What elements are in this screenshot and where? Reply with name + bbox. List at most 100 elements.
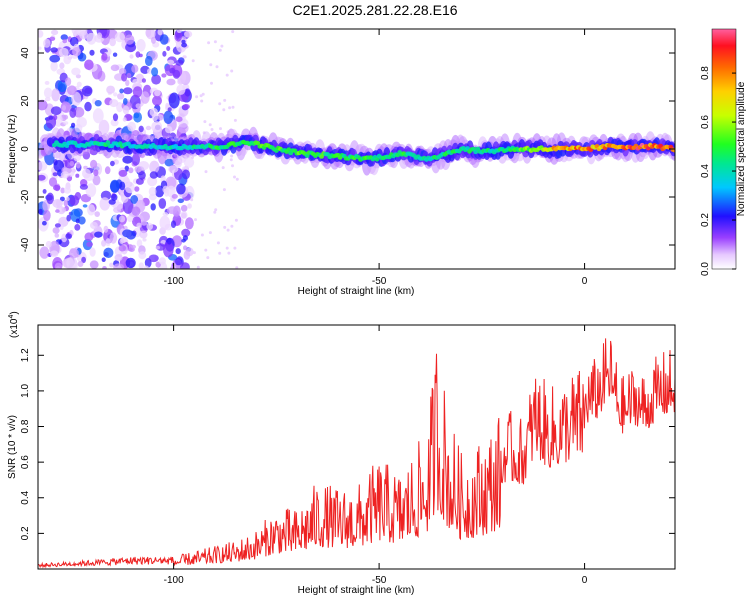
spectrogram-noise-cell [180, 262, 190, 269]
spectrogram-noise-cell [75, 218, 80, 224]
spectrogram-noise-cell [131, 206, 141, 216]
spectrogram-noise-cell [50, 250, 59, 258]
spectrogram-noise-cell [204, 248, 208, 252]
spectrogram-noise-cell [162, 212, 169, 217]
spectrogram-noise-cell [206, 256, 210, 260]
page-title: C2E1.2025.281.22.28.E16 [292, 2, 458, 18]
spectrogram-noise-cell [84, 59, 94, 71]
snr-exponent-label: (x104) [8, 311, 20, 338]
spectrogram-noise-cell [62, 105, 66, 111]
spectrogram-noise-cell [174, 30, 182, 42]
spectrogram-noise-cell [230, 154, 234, 158]
spectrogram-noise-cell [110, 64, 120, 72]
spectrogram-noise-cell [43, 87, 53, 99]
spectrogram-noise-cell [78, 216, 86, 225]
spectrogram-noise-cell [63, 114, 69, 120]
spectrogram-noise-cell [158, 198, 167, 209]
spectrogram-noise-cell [79, 184, 88, 190]
colorbar: 0.0 0.2 0.4 0.6 0.8 Normalized spectral ampl… [700, 28, 747, 276]
spectrogram-noise-cell [92, 108, 104, 124]
spectrogram-noise-cell [66, 214, 71, 222]
colorbar-tick-label: 0.0 [700, 262, 711, 276]
spectrogram-noise-cell [122, 155, 133, 164]
spectrogram-noise-cell [114, 254, 123, 262]
spectrogram-noise-cell [110, 160, 115, 167]
spectrogram-axes: -100 -50 0 -40 -20 0 20 40 [20, 29, 675, 287]
spectrogram-xtick-label: -50 [372, 276, 387, 287]
spectrogram-noise-cell [154, 89, 161, 97]
spectrogram-noise-cell [89, 49, 95, 56]
spectrogram-noise-cell [38, 154, 43, 159]
spectrogram-noise-cell [134, 166, 142, 173]
spectrogram-noise-cell [168, 92, 180, 109]
spectrogram-noise-cell [118, 215, 126, 223]
spectrogram-noise-cell [210, 81, 213, 85]
spectrogram-noise-cell [77, 52, 87, 62]
spectrogram-noise-cell [150, 203, 156, 211]
spectrogram-noise-cell [138, 125, 144, 133]
spectrogram-noise-cell [175, 43, 180, 48]
spectrogram-noise-cell [104, 166, 111, 175]
spectrogram-noise-cell [151, 113, 159, 122]
spectrogram-noise-cell [214, 208, 218, 212]
spectrogram-noise-cell [152, 95, 162, 106]
spectrogram-noise-cell [130, 195, 139, 204]
spectrogram-noise-cell [43, 38, 51, 48]
spectrogram-noise-cell [92, 174, 101, 186]
spectrogram-noise-cell [65, 233, 72, 240]
spectrogram-noise-cell [208, 231, 212, 235]
spectrogram-noise-cell [108, 199, 116, 205]
spectrogram-noise-cell [175, 59, 184, 66]
spectrogram-noise-cell [50, 47, 58, 53]
spectrogram-noise-cell [94, 100, 102, 107]
spectrogram-noise-cell [109, 262, 114, 268]
spectrogram-noise-cell [124, 34, 135, 45]
spectrogram-noise-cell [230, 224, 234, 228]
spectrogram-ridge-cell [105, 140, 111, 145]
spectrogram-noise-cell [59, 62, 65, 69]
spectrogram-noise-cell [231, 105, 235, 109]
spectrogram-noise-cell [124, 181, 135, 194]
spectrogram-noise-cell [136, 39, 146, 52]
spectrogram-noise-cell [122, 117, 127, 122]
spectrogram-noise-cell [151, 67, 159, 77]
spectrogram-noise-cell [151, 161, 158, 169]
spectrogram-noise-cell [62, 38, 68, 44]
spectrogram-noise-cell [101, 257, 106, 263]
spectrogram-noise-cell [122, 105, 130, 115]
spectrogram-noise-cell [43, 209, 51, 222]
spectrogram-noise-cell [166, 237, 172, 245]
spectrogram-noise-cell [135, 178, 144, 185]
spectrogram-noise-cell [110, 193, 118, 201]
spectrogram-noise-cell [52, 199, 63, 208]
spectrogram-noise-cell [180, 204, 188, 212]
spectrogram-noise-cell [65, 77, 72, 86]
spectrogram-noise-cell [196, 265, 200, 269]
spectrogram-noise-cell [68, 248, 79, 259]
spectrogram-noise-cell [151, 121, 163, 133]
spectrogram-noise-cell [58, 47, 69, 58]
spectrogram-ridge-cell [645, 146, 651, 151]
spectrogram-noise-cell [60, 34, 68, 41]
spectrogram-noise-cell [129, 54, 134, 59]
spectrogram-noise-cell [165, 176, 177, 189]
spectrogram-noise-cell [60, 171, 70, 179]
spectrogram-noise-cell [233, 175, 236, 179]
spectrogram-noise-cell [84, 101, 92, 112]
spectrogram-noise-cell [218, 251, 222, 255]
spectrogram-noise-cell [74, 192, 82, 201]
spectrogram-noise-cell [42, 189, 47, 194]
spectrogram-noise-cell [53, 184, 61, 191]
spectrogram-noise-cell [147, 68, 152, 74]
spectrogram-noise-cell [148, 254, 159, 263]
spectrogram-noise-cell [118, 244, 127, 252]
spectrogram-ridge-cell [465, 146, 470, 151]
spectrogram-noise-cell [42, 220, 47, 226]
spectrogram-noise-cell [221, 166, 225, 170]
spectrogram-noise-cell [157, 29, 163, 36]
spectrogram-noise-cell [128, 167, 134, 174]
spectrogram-noise-cell [127, 215, 134, 223]
spectrogram-noise-cell [140, 220, 148, 226]
spectrogram-noise-cell [48, 177, 58, 187]
spectrogram-noise-cell [54, 233, 60, 238]
